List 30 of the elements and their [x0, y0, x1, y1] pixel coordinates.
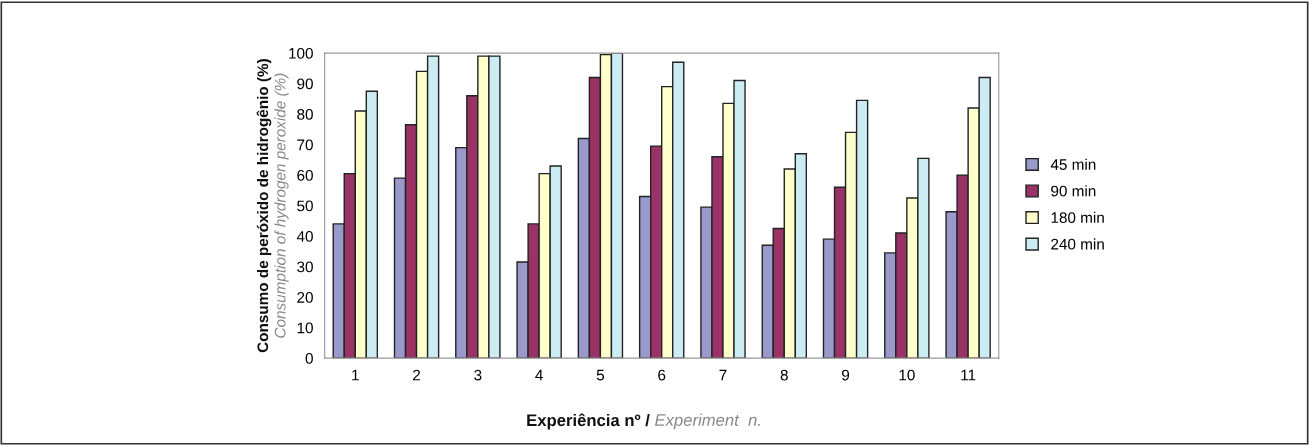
y-tick-label: 40 [296, 230, 313, 242]
y-tick-label: 50 [297, 200, 313, 212]
x-tick-label: 11 [961, 369, 976, 381]
legend-label: 180 min [1051, 211, 1104, 224]
legend-label: 240 min [1051, 238, 1104, 250]
text: Experiment n. [655, 413, 760, 430]
y-tick-label: 60 [297, 169, 313, 181]
x-tick-label: 4 [535, 369, 543, 381]
x-tick-label: 7 [719, 369, 727, 381]
legend-label: 45 min [1050, 158, 1096, 170]
y-tick-label: 10 [297, 322, 313, 334]
legend-label: 90 min [1051, 185, 1096, 197]
y-tick-label: 70 [297, 139, 313, 151]
text: Consumption of hydrogen peroxide (%) [274, 73, 289, 338]
x-tick-label: 1 [352, 369, 359, 381]
x-tick-label: 6 [658, 369, 666, 381]
x-tick-label: 10 [899, 369, 915, 381]
x-tick-label: 5 [596, 369, 605, 381]
y-tick-label: 90 [297, 78, 313, 90]
y-tick-label: 100 [289, 47, 313, 59]
x-tick-label: 2 [413, 369, 421, 381]
y-tick-label: 30 [297, 261, 313, 273]
x-tick-label: 8 [780, 369, 788, 381]
y-tick-label: 20 [297, 291, 313, 303]
x-tick-label: 3 [474, 369, 482, 381]
y-tick-label: 80 [297, 108, 313, 120]
y-tick-label: 0 [305, 353, 313, 364]
text: Experiência nº / [527, 413, 650, 430]
text: Consumo de peróxido de hidrogênio (%) [256, 59, 272, 353]
x-tick-label: 9 [842, 369, 850, 381]
